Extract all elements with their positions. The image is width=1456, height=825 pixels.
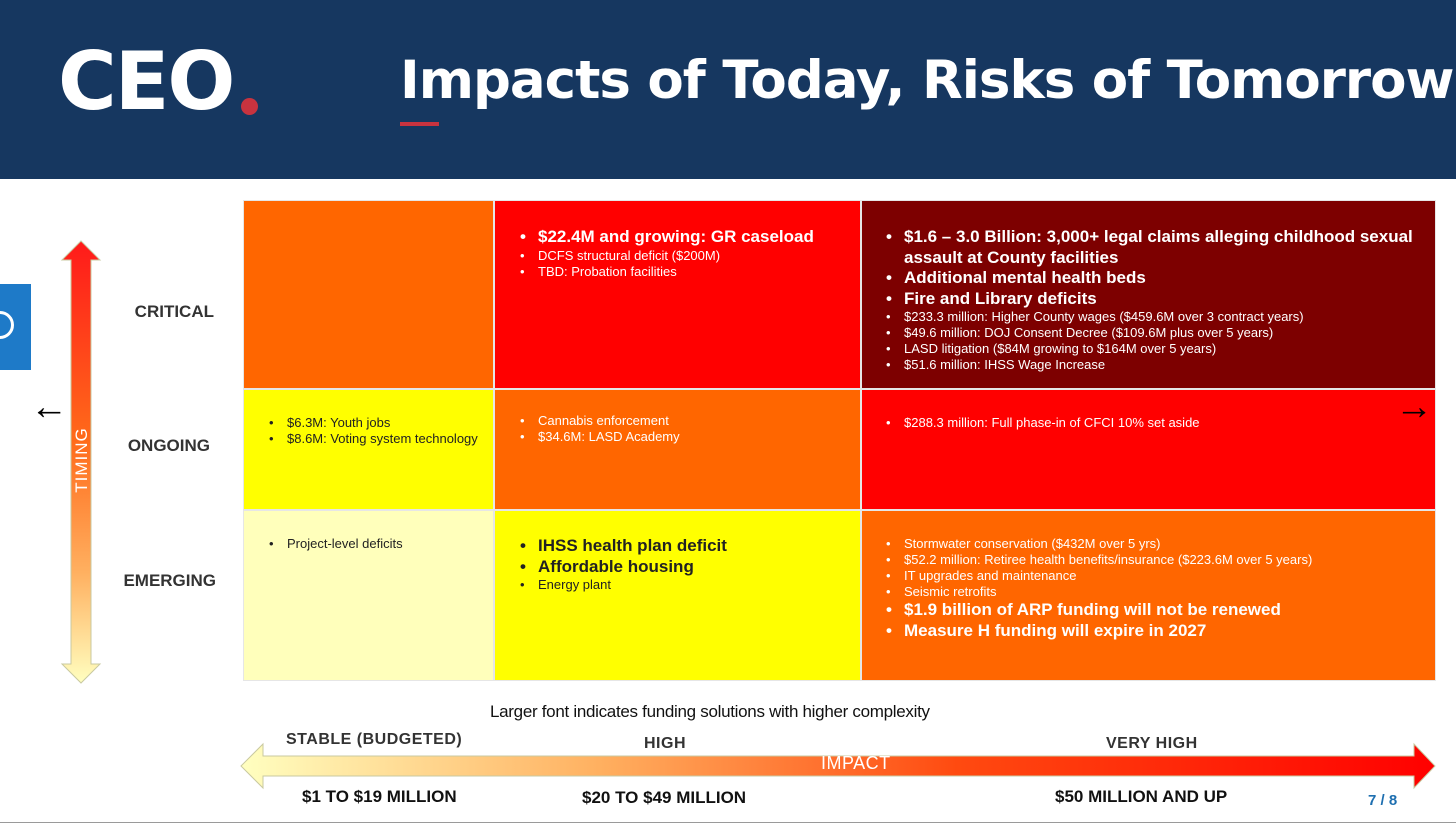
title-underline <box>400 122 439 126</box>
cell-bullet-item: IT upgrades and maintenance <box>882 568 1425 584</box>
cell-list: $1.6 – 3.0 Billion: 3,000+ legal claims … <box>882 227 1425 373</box>
cell-bullet-item: $49.6 million: DOJ Consent Decree ($109.… <box>882 325 1425 341</box>
cell-ongoing-stable: $6.3M: Youth jobs$8.6M: Voting system te… <box>243 389 494 510</box>
cell-bullet-item: $288.3 million: Full phase-in of CFCI 10… <box>882 415 1425 431</box>
bottom-divider <box>0 822 1456 823</box>
cell-bullet-item: Measure H funding will expire in 2027 <box>882 621 1425 642</box>
cell-bullet-item: $22.4M and growing: GR caseload <box>516 227 850 248</box>
next-arrow-icon[interactable]: → <box>1395 386 1433 428</box>
cell-bullet-item: $233.3 million: Higher County wages ($45… <box>882 309 1425 325</box>
cell-bullet-item: DCFS structural deficit ($200M) <box>516 248 850 264</box>
previous-arrow-icon[interactable]: ← <box>30 386 68 428</box>
cell-emerging-very-high: Stormwater conservation ($432M over 5 yr… <box>861 510 1436 681</box>
cell-critical-very-high: $1.6 – 3.0 Billion: 3,000+ legal claims … <box>861 200 1436 389</box>
cell-bullet-item: Project-level deficits <box>265 536 483 552</box>
impact-arrow <box>240 742 1436 790</box>
side-tab[interactable] <box>0 284 31 370</box>
page-number: 7 / 8 <box>1368 792 1398 809</box>
cell-bullet-item: Additional mental health beds <box>882 268 1425 289</box>
cell-ongoing-very-high: $288.3 million: Full phase-in of CFCI 10… <box>861 389 1436 510</box>
row-label-critical: CRITICAL <box>134 302 214 321</box>
cell-bullet-item: IHSS health plan deficit <box>516 536 850 557</box>
cell-critical-stable <box>243 200 494 389</box>
cell-bullet-item: Energy plant <box>516 577 850 593</box>
cell-bullet-item: $34.6M: LASD Academy <box>516 429 850 445</box>
header-banner: CEO Impacts of Today, Risks of Tomorrow <box>0 0 1456 179</box>
font-size-note: Larger font indicates funding solutions … <box>490 702 930 721</box>
cell-list: $22.4M and growing: GR caseloadDCFS stru… <box>516 227 850 280</box>
cell-bullet-item: $1.9 billion of ARP funding will not be … <box>882 600 1425 621</box>
cell-bullet-item: Cannabis enforcement <box>516 413 850 429</box>
cell-bullet-item: $51.6 million: IHSS Wage Increase <box>882 357 1425 373</box>
page-title: Impacts of Today, Risks of Tomorrow <box>400 50 1454 111</box>
range-label-high: $20 TO $49 MILLION <box>582 788 747 807</box>
cell-list: Stormwater conservation ($432M over 5 yr… <box>882 536 1425 641</box>
cell-list: Project-level deficits <box>265 536 483 552</box>
cell-emerging-stable: Project-level deficits <box>243 510 494 681</box>
range-label-very-high: $50 MILLION AND UP <box>1055 787 1228 806</box>
cell-bullet-item: $52.2 million: Retiree health benefits/i… <box>882 552 1425 568</box>
timing-arrow <box>60 240 102 684</box>
logo-dot <box>241 98 258 115</box>
cell-bullet-item: Stormwater conservation ($432M over 5 yr… <box>882 536 1425 552</box>
cell-bullet-item: $6.3M: Youth jobs <box>265 415 483 431</box>
cell-list: Cannabis enforcement$34.6M: LASD Academy <box>516 413 850 445</box>
band-label-stable: STABLE (BUDGETED) <box>286 731 463 748</box>
side-tab-icon <box>0 311 14 339</box>
cell-bullet-item: Affordable housing <box>516 557 850 578</box>
band-label-very-high: VERY HIGH <box>1106 735 1198 752</box>
row-label-ongoing: ONGOING <box>127 436 210 455</box>
band-label-high: HIGH <box>644 735 686 752</box>
cell-list: IHSS health plan deficitAffordable housi… <box>516 536 850 593</box>
range-label-stable: $1 TO $19 MILLION <box>302 787 457 806</box>
impact-axis-label: IMPACT <box>821 753 891 773</box>
cell-bullet-item: Seismic retrofits <box>882 584 1425 600</box>
cell-critical-high: $22.4M and growing: GR caseloadDCFS stru… <box>494 200 861 389</box>
row-label-emerging: EMERGING <box>123 571 216 590</box>
cell-ongoing-high: Cannabis enforcement$34.6M: LASD Academy <box>494 389 861 510</box>
cell-list: $288.3 million: Full phase-in of CFCI 10… <box>882 415 1425 431</box>
cell-bullet-item: LASD litigation ($84M growing to $164M o… <box>882 341 1425 357</box>
risk-matrix: $22.4M and growing: GR caseloadDCFS stru… <box>243 200 1436 681</box>
cell-bullet-item: $8.6M: Voting system technology <box>265 431 483 447</box>
ceo-logo: CEO <box>58 35 235 128</box>
cell-bullet-item: Fire and Library deficits <box>882 289 1425 310</box>
cell-list: $6.3M: Youth jobs$8.6M: Voting system te… <box>265 415 483 447</box>
cell-emerging-high: IHSS health plan deficitAffordable housi… <box>494 510 861 681</box>
cell-bullet-item: TBD: Probation facilities <box>516 264 850 280</box>
cell-bullet-item: $1.6 – 3.0 Billion: 3,000+ legal claims … <box>882 227 1425 268</box>
